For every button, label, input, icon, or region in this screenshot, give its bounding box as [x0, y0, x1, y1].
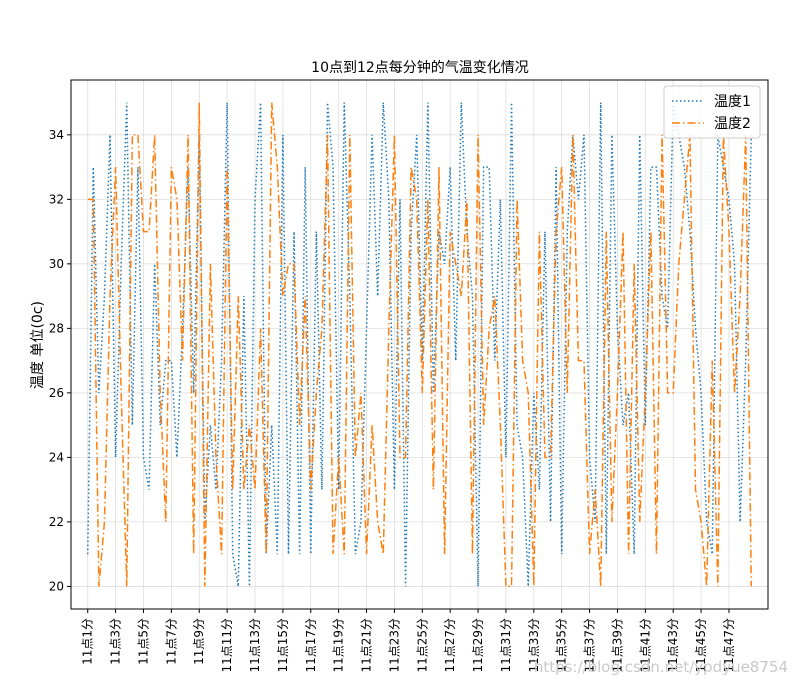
y-tick-label: 22 [49, 515, 64, 529]
x-tick-label: 11点11分 [220, 618, 234, 673]
legend-label-temp2: 温度2 [714, 116, 751, 132]
y-tick-label: 32 [49, 192, 64, 206]
x-tick-label: 11点29分 [471, 618, 485, 673]
x-tick-label: 11点39分 [610, 618, 624, 673]
x-tick-label: 11点9分 [192, 618, 206, 665]
x-axis: 11点1分 11点3分 11点5分 11点7分 11点9分 11点11分 11点13分 11点… [81, 609, 736, 673]
grid-lines [71, 80, 768, 609]
x-tick-label: 11点47分 [722, 618, 736, 673]
x-tick-label: 11点13分 [248, 618, 262, 673]
y-axis-label: 温度 单位(0c) [30, 301, 46, 389]
y-tick-label: 28 [49, 321, 64, 335]
y-axis: 20 22 24 26 28 30 32 34 [49, 128, 71, 593]
x-tick-label: 11点27分 [443, 618, 457, 673]
legend: 温度1 温度2 [663, 85, 761, 139]
y-tick-label: 24 [49, 450, 64, 464]
x-tick-label: 11点43分 [666, 618, 680, 673]
y-tick-label: 30 [49, 257, 64, 271]
watermark-text: https://blog.csdn.net/ypdyue8754 [534, 658, 788, 676]
x-tick-label: 11点3分 [109, 618, 123, 665]
x-tick-label: 11点23分 [387, 618, 401, 673]
x-tick-label: 11点45分 [694, 618, 708, 673]
x-tick-label: 11点31分 [499, 618, 513, 673]
y-tick-label: 20 [49, 579, 64, 593]
chart-title: 10点到12点每分钟的气温变化情况 [311, 59, 529, 76]
series-line-temp2 [87, 102, 753, 588]
x-tick-label: 11点1分 [81, 618, 95, 665]
x-tick-label: 11点7分 [164, 618, 178, 665]
x-tick-label: 11点37分 [583, 618, 597, 673]
x-tick-label: 11点35分 [555, 618, 569, 673]
axes-frame [70, 79, 769, 610]
x-tick-label: 11点17分 [304, 618, 318, 673]
series-line-temp1 [86, 102, 753, 587]
x-tick-label: 11点21分 [360, 618, 374, 673]
x-tick-label: 11点15分 [276, 618, 290, 673]
x-tick-label: 11点41分 [638, 618, 652, 673]
series-layer [86, 102, 753, 588]
x-tick-label: 11点33分 [527, 618, 541, 673]
y-tick-label: 34 [49, 128, 64, 142]
x-tick-label: 11点25分 [415, 618, 429, 673]
x-tick-label: 11点19分 [332, 618, 346, 673]
legend-label-temp1: 温度1 [714, 94, 751, 110]
y-tick-label: 26 [49, 386, 64, 400]
x-tick-label: 11点5分 [136, 618, 150, 665]
legend-box [663, 85, 761, 139]
